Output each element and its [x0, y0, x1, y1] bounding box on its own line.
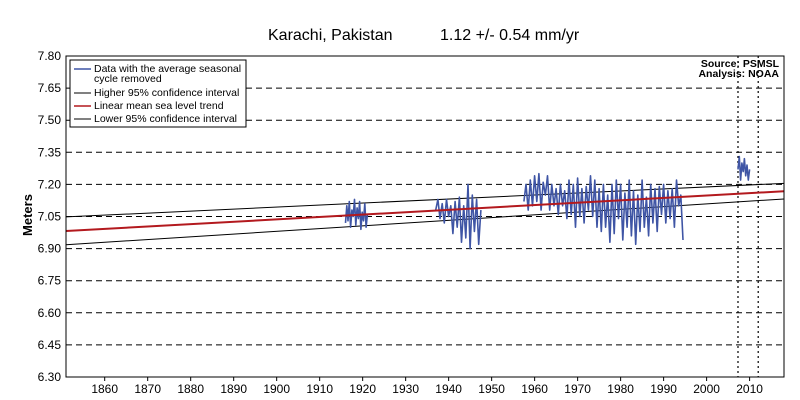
source-label: Source: PSMSL	[701, 58, 780, 70]
legend-label-upper-ci: Higher 95% confidence interval	[94, 87, 239, 99]
x-tick-label: 1990	[650, 382, 677, 396]
legend-label-data-cont: cycle removed	[94, 73, 162, 85]
x-tick-label: 1880	[177, 382, 204, 396]
y-tick-label: 6.60	[38, 306, 62, 320]
data-series-segment-3	[523, 172, 684, 246]
y-tick-label: 6.75	[38, 274, 62, 288]
data-series-segment-4	[737, 155, 751, 181]
x-tick-label: 1910	[306, 382, 333, 396]
x-tick-label: 1940	[435, 382, 462, 396]
plot-frame	[65, 55, 785, 378]
y-tick-label: 7.65	[38, 81, 62, 95]
y-tick-label: 7.05	[38, 210, 62, 224]
x-tick-label: 1920	[349, 382, 376, 396]
legend-label-trend: Linear mean sea level trend	[94, 100, 224, 112]
legend: Data with the average seasonal cycle rem…	[69, 59, 247, 128]
y-tick-label: 6.90	[38, 242, 62, 256]
chart-subtitle: 1.12 +/- 0.54 mm/yr	[440, 27, 580, 44]
x-tick-label: 1900	[263, 382, 290, 396]
x-tick-label: 1870	[134, 382, 161, 396]
data-series-segment-1	[344, 198, 369, 231]
x-tick-label: 1980	[607, 382, 634, 396]
x-tick-label: 1930	[392, 382, 419, 396]
x-axis-ticks: 1860 1870 1880 1890 1900 1910 1920 1930 1940 1950…	[91, 377, 763, 396]
x-tick-label: 2010	[736, 382, 763, 396]
x-tick-label: 1890	[220, 382, 247, 396]
x-tick-label: 1960	[521, 382, 548, 396]
y-axis-label: Meters	[20, 194, 35, 236]
y-tick-label: 6.45	[38, 338, 62, 352]
x-tick-label: 1950	[478, 382, 505, 396]
y-tick-label: 7.35	[38, 145, 62, 159]
trend-line-layer	[65, 190, 785, 233]
x-tick-label: 1970	[564, 382, 591, 396]
data-series-segment-2	[434, 183, 482, 250]
legend-box	[69, 59, 247, 128]
y-tick-label: 7.20	[38, 177, 62, 191]
x-tick-label: 1860	[91, 382, 118, 396]
trend-line	[65, 190, 785, 233]
legend-label-data: Data with the average seasonal	[94, 63, 241, 75]
y-axis-ticks: 6.30 6.45 6.60 6.75 6.90 7.05 7.20 7.35 7.50 7.65…	[38, 49, 62, 384]
vertical-markers	[737, 56, 759, 377]
legend-label-lower-ci: Lower 95% confidence interval	[94, 113, 237, 125]
chart-title: Karachi, Pakistan	[268, 27, 393, 44]
analysis-label: Analysis: NOAA	[698, 68, 779, 80]
y-tick-label: 7.80	[38, 49, 62, 63]
y-tick-label: 7.50	[38, 113, 62, 127]
data-series	[344, 155, 751, 250]
x-tick-label: 2000	[693, 382, 720, 396]
y-tick-label: 6.30	[38, 370, 62, 384]
